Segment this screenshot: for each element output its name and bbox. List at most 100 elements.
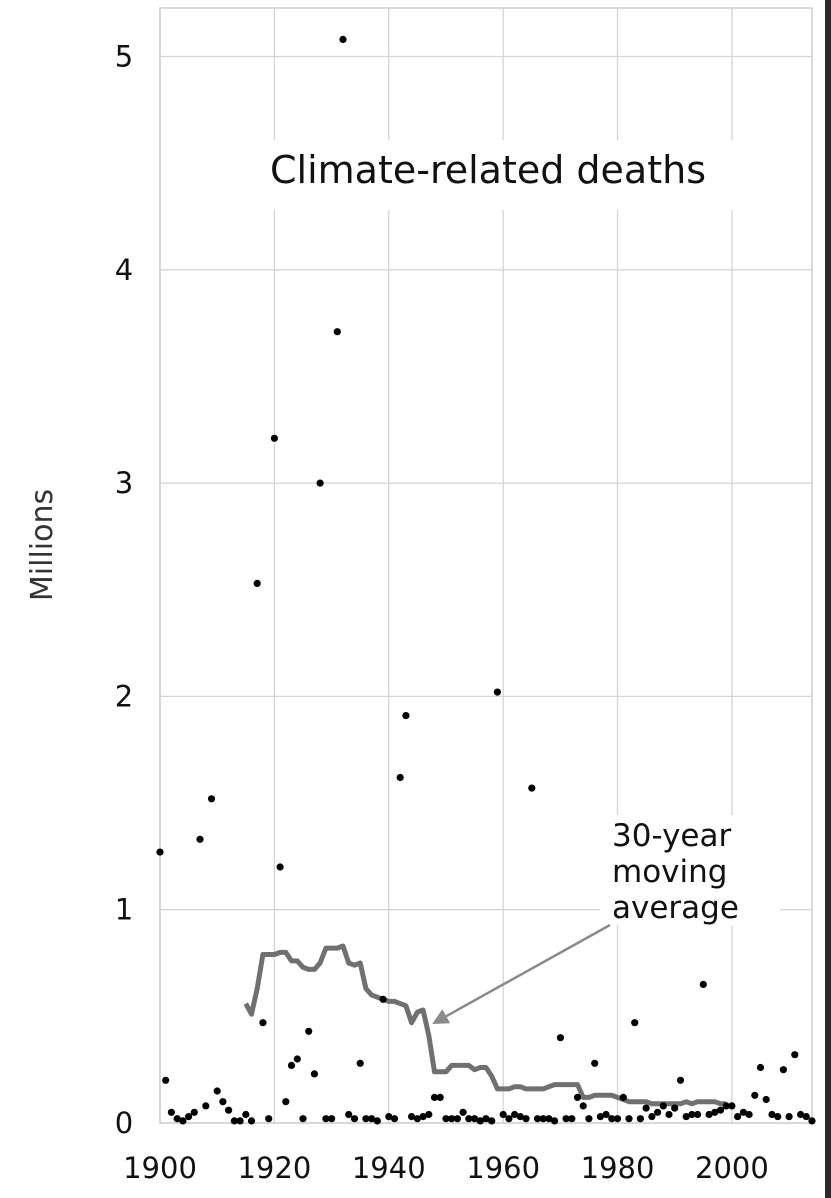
- title-background: [210, 140, 770, 210]
- data-point-1944: [408, 1113, 416, 1121]
- data-point-1970: [556, 1034, 565, 1042]
- data-point-2000: [728, 1102, 736, 1110]
- data-point-1921: [276, 863, 284, 871]
- data-point-1975: [585, 1115, 593, 1123]
- data-point-1936: [362, 1115, 370, 1123]
- data-point-1950: [442, 1115, 450, 1123]
- data-point-1955: [471, 1115, 479, 1123]
- data-point-1915: [242, 1110, 250, 1119]
- data-point-1993: [688, 1110, 696, 1119]
- data-point-1908: [202, 1102, 210, 1110]
- data-point-1941: [390, 1115, 399, 1123]
- y-tick-label-2: 2: [115, 679, 133, 713]
- data-point-2002: [739, 1108, 748, 1116]
- data-point-1907: [196, 835, 204, 843]
- data-point-1934: [350, 1115, 359, 1123]
- data-point-1998: [716, 1106, 725, 1114]
- data-point-1906: [190, 1108, 198, 1116]
- data-points-layer: [156, 35, 816, 1125]
- x-axis-ticks: 1900 1920 1940 1960 1980 2000: [123, 1151, 769, 1185]
- data-point-1923: [287, 1061, 296, 1069]
- data-point-1902: [167, 1108, 175, 1116]
- window-edge: [825, 0, 831, 1198]
- data-point-1978: [602, 1110, 610, 1119]
- data-point-1973: [573, 1093, 582, 1101]
- data-point-1931: [333, 328, 341, 336]
- data-point-1994: [694, 1110, 702, 1119]
- y-tick-label-5: 5: [115, 40, 133, 74]
- annotation-line-1: 30-year: [612, 818, 732, 854]
- data-point-1914: [236, 1117, 244, 1125]
- data-point-1977: [596, 1113, 605, 1121]
- y-tick-label-4: 4: [115, 253, 133, 287]
- annotation-arrow: [445, 923, 611, 1018]
- data-point-1984: [636, 1115, 645, 1123]
- data-point-1926: [305, 1027, 313, 1035]
- data-point-1905: [185, 1113, 193, 1121]
- data-point-1964: [522, 1115, 530, 1123]
- data-point-1956: [476, 1117, 484, 1125]
- data-point-1922: [282, 1098, 290, 1106]
- annotation-line-2: moving: [612, 854, 727, 890]
- plot-frame: [159, 7, 813, 1124]
- data-point-1985: [642, 1104, 650, 1112]
- data-point-1992: [682, 1113, 690, 1121]
- data-point-1980: [613, 1115, 622, 1123]
- data-point-2008: [774, 1113, 782, 1121]
- data-point-1962: [510, 1110, 519, 1119]
- data-point-1940: [385, 1113, 393, 1121]
- data-point-1974: [579, 1102, 587, 1110]
- data-point-1920: [270, 434, 278, 442]
- data-point-1935: [356, 1059, 364, 1067]
- y-axis-label: Millions: [25, 489, 60, 601]
- data-point-1938: [373, 1117, 381, 1125]
- y-axis-ticks: 0 1 2 3 4 5: [115, 40, 133, 1141]
- data-point-1986: [648, 1113, 656, 1121]
- data-point-1932: [339, 35, 347, 44]
- data-point-1918: [259, 1019, 267, 1027]
- data-point-2012: [797, 1110, 805, 1119]
- data-point-1929: [322, 1115, 330, 1123]
- data-point-1972: [568, 1115, 576, 1123]
- data-point-1995: [699, 980, 707, 989]
- x-tick-label-1980: 1980: [581, 1151, 655, 1185]
- y-tick-label-0: 0: [115, 1106, 133, 1140]
- data-point-1903: [173, 1115, 181, 1123]
- data-point-1966: [533, 1115, 542, 1123]
- data-point-1943: [402, 712, 410, 720]
- y-tick-label-1: 1: [115, 893, 133, 927]
- chart-title: Climate-related deaths: [270, 148, 706, 192]
- data-point-2003: [745, 1110, 753, 1119]
- data-point-1976: [591, 1059, 599, 1067]
- moving-average-line: [243, 943, 727, 1107]
- data-point-1989: [665, 1110, 673, 1119]
- data-point-1927: [310, 1070, 318, 1078]
- data-point-1963: [516, 1113, 524, 1121]
- data-point-2009: [779, 1066, 788, 1074]
- moving-average-layer: [243, 943, 727, 1107]
- data-point-2005: [756, 1063, 765, 1072]
- y-tick-label-3: 3: [115, 466, 133, 500]
- data-point-1928: [316, 479, 324, 487]
- data-point-1958: [488, 1117, 496, 1125]
- x-tick-label-1940: 1940: [352, 1151, 426, 1185]
- data-point-1904: [179, 1117, 187, 1125]
- data-point-1912: [225, 1106, 233, 1114]
- data-point-2013: [802, 1113, 810, 1121]
- data-point-1909: [207, 795, 216, 803]
- data-point-1969: [551, 1117, 559, 1125]
- data-point-2010: [785, 1113, 793, 1121]
- data-point-1971: [562, 1115, 570, 1123]
- data-point-2014: [808, 1117, 816, 1125]
- data-point-1960: [499, 1110, 507, 1119]
- data-point-1947: [425, 1110, 433, 1119]
- data-point-1979: [608, 1115, 616, 1123]
- data-point-1968: [545, 1115, 553, 1123]
- data-point-1987: [654, 1108, 662, 1116]
- x-tick-label-1960: 1960: [466, 1151, 540, 1185]
- data-point-1957: [482, 1115, 490, 1123]
- data-point-1997: [711, 1108, 719, 1116]
- data-point-2006: [762, 1095, 770, 1104]
- annotation-background: [600, 815, 780, 925]
